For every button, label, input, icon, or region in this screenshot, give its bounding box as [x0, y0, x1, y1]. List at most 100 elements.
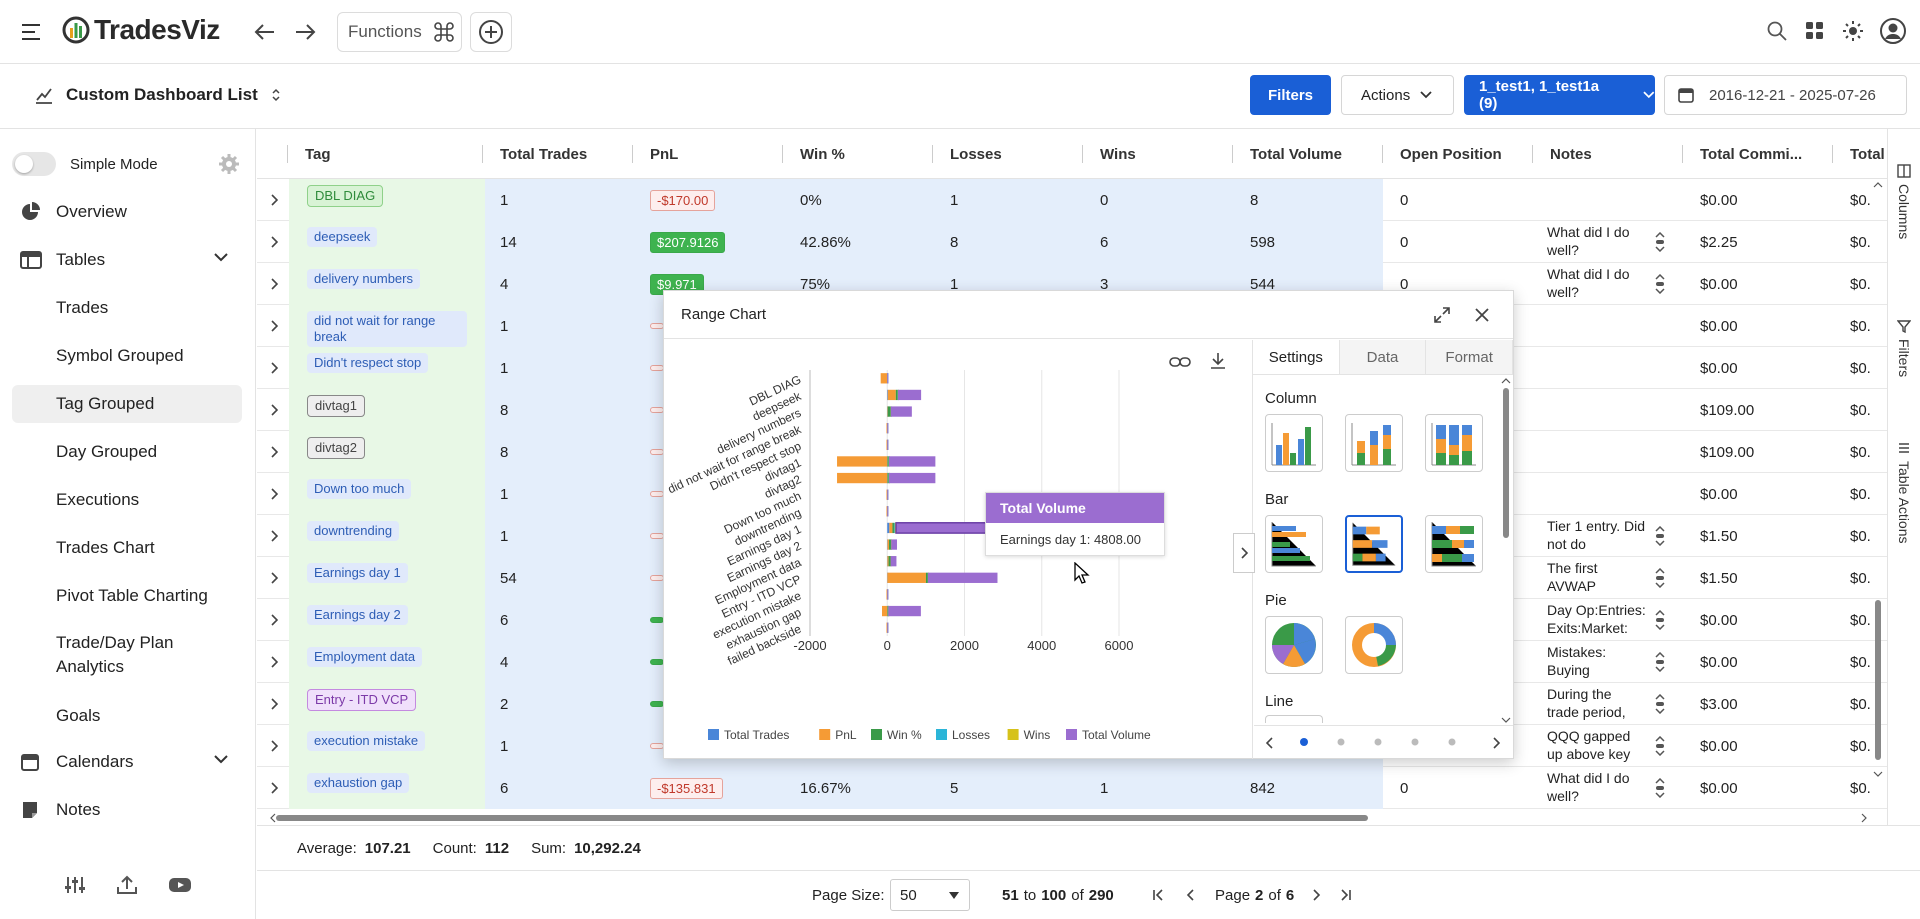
- prev-page-icon[interactable]: [1185, 889, 1197, 901]
- first-page-icon[interactable]: [1152, 889, 1164, 901]
- expand-row-icon[interactable]: [270, 782, 278, 794]
- tab-settings[interactable]: Settings: [1253, 340, 1340, 374]
- chart-type-doughnut[interactable]: [1345, 616, 1403, 674]
- note-stepper-icon[interactable]: [1655, 610, 1665, 630]
- col-notes[interactable]: Notes: [1550, 145, 1592, 163]
- chart-type-normalized-column[interactable]: [1425, 414, 1483, 472]
- toggle-switch[interactable]: [12, 152, 56, 176]
- note-stepper-icon[interactable]: [1655, 694, 1665, 714]
- chart-type-grouped-column[interactable]: [1265, 414, 1323, 472]
- tag-badge[interactable]: execution mistake: [307, 731, 426, 751]
- carousel-dots[interactable]: [1299, 737, 1459, 747]
- table-row[interactable]: DBL DIAG 1 0% 1 0 8 0 $0.00 $0. -$170.00: [257, 179, 1887, 221]
- col-total-volume[interactable]: Total Volume: [1250, 145, 1342, 163]
- note-stepper-icon[interactable]: [1655, 274, 1665, 294]
- nav-pivot-table-charting[interactable]: Pivot Table Charting: [12, 577, 242, 615]
- note-stepper-icon[interactable]: [1655, 652, 1665, 672]
- download-icon[interactable]: [1210, 352, 1226, 370]
- carousel-prev-icon[interactable]: [1266, 737, 1274, 749]
- note-stepper-icon[interactable]: [1655, 736, 1665, 756]
- cell-notes[interactable]: What did I do well?: [1547, 770, 1630, 804]
- tag-badge[interactable]: downtrending: [307, 521, 400, 541]
- cell-notes[interactable]: The first AVWAP: [1547, 560, 1598, 594]
- tag-badge[interactable]: divtag2: [307, 437, 365, 459]
- nav-trades[interactable]: Trades: [12, 289, 242, 327]
- back-arrow-icon[interactable]: [252, 20, 278, 44]
- tag-badge[interactable]: Didn't respect stop: [307, 353, 429, 373]
- tab-table-actions[interactable]: Table Actions: [1896, 441, 1912, 544]
- col-total[interactable]: Total: [1850, 145, 1885, 163]
- tag-badge[interactable]: Down too much: [307, 479, 412, 499]
- tab-filters[interactable]: Filters: [1896, 319, 1912, 377]
- expand-row-icon[interactable]: [270, 614, 278, 626]
- forward-arrow-icon[interactable]: [292, 20, 318, 44]
- next-page-icon[interactable]: [1310, 889, 1322, 901]
- expand-row-icon[interactable]: [270, 572, 278, 584]
- simple-mode-toggle[interactable]: Simple Mode: [12, 152, 158, 176]
- horizontal-scrollbar[interactable]: [270, 813, 1874, 823]
- menu-icon[interactable]: [20, 21, 44, 43]
- sun-icon[interactable]: [1842, 20, 1864, 42]
- add-function-button[interactable]: [470, 12, 512, 52]
- tag-badge[interactable]: divtag1: [307, 395, 365, 417]
- cell-notes[interactable]: Tier 1 entry. Did not do: [1547, 518, 1646, 552]
- sliders-icon[interactable]: [64, 875, 86, 895]
- tag-badge[interactable]: did not wait for range break: [307, 311, 467, 347]
- chart-type-grouped-bar[interactable]: [1265, 515, 1323, 573]
- page-size-select[interactable]: 50: [890, 879, 970, 911]
- col-win-pct[interactable]: Win %: [800, 145, 845, 163]
- expand-row-icon[interactable]: [270, 320, 278, 332]
- logo[interactable]: TradesViz: [62, 14, 220, 46]
- carousel-next-icon[interactable]: [1492, 737, 1500, 749]
- date-range-picker[interactable]: 2016-12-21 - 2025-07-26: [1664, 75, 1907, 115]
- nav-trades-chart[interactable]: Trades Chart: [12, 529, 242, 567]
- tag-badge[interactable]: DBL DIAG: [307, 185, 384, 207]
- expand-row-icon[interactable]: [270, 362, 278, 374]
- tab-data[interactable]: Data: [1339, 340, 1427, 374]
- dialog-titlebar[interactable]: Range Chart: [664, 291, 1513, 339]
- nav-symbol-grouped[interactable]: Symbol Grouped: [12, 337, 242, 375]
- nav-day-grouped[interactable]: Day Grouped: [12, 433, 242, 471]
- col-total-commission[interactable]: Total Commi...: [1700, 145, 1803, 163]
- col-tag[interactable]: Tag: [305, 145, 331, 163]
- expand-row-icon[interactable]: [270, 488, 278, 500]
- nav-overview[interactable]: Overview: [12, 193, 242, 231]
- cell-notes[interactable]: What did I do well?: [1547, 266, 1630, 300]
- cell-notes[interactable]: What did I do well?: [1547, 224, 1630, 258]
- dashboard-selector[interactable]: Custom Dashboard List: [34, 85, 282, 105]
- nav-tag-grouped[interactable]: Tag Grouped: [12, 385, 242, 423]
- col-total-trades[interactable]: Total Trades: [500, 145, 588, 163]
- note-stepper-icon[interactable]: [1655, 526, 1665, 546]
- expand-row-icon[interactable]: [270, 656, 278, 668]
- link-icon[interactable]: [1169, 354, 1191, 370]
- tag-badge[interactable]: Earnings day 2: [307, 605, 408, 625]
- gear-icon[interactable]: [218, 153, 240, 175]
- col-losses[interactable]: Losses: [950, 145, 1002, 163]
- close-icon[interactable]: [1473, 306, 1491, 324]
- col-pnl[interactable]: PnL: [650, 145, 679, 163]
- table-row[interactable]: exhaustion gap 6 16.67% 5 1 842 0 $0.00 $0. -$135…: [257, 767, 1887, 809]
- expand-row-icon[interactable]: [270, 194, 278, 206]
- youtube-icon[interactable]: [168, 875, 192, 895]
- note-stepper-icon[interactable]: [1655, 232, 1665, 252]
- tag-badge[interactable]: deepseek: [307, 227, 378, 247]
- tag-badge[interactable]: exhaustion gap: [307, 773, 410, 793]
- tab-columns[interactable]: Columns: [1896, 164, 1912, 239]
- cell-notes[interactable]: During the trade period,: [1547, 686, 1626, 720]
- last-page-icon[interactable]: [1340, 889, 1352, 901]
- panel-collapse-button[interactable]: [1233, 533, 1255, 573]
- tag-badge[interactable]: delivery numbers: [307, 269, 420, 289]
- expand-row-icon[interactable]: [270, 698, 278, 710]
- nav-notes[interactable]: Notes: [12, 791, 242, 829]
- expand-row-icon[interactable]: [270, 740, 278, 752]
- search-icon[interactable]: [1766, 20, 1788, 42]
- expand-icon[interactable]: [1433, 306, 1451, 324]
- tag-badge[interactable]: Earnings day 1: [307, 563, 408, 583]
- expand-row-icon[interactable]: [270, 236, 278, 248]
- expand-row-icon[interactable]: [270, 404, 278, 416]
- tab-format[interactable]: Format: [1426, 340, 1514, 374]
- chart-type-normalized-bar[interactable]: [1425, 515, 1483, 573]
- tag-badge[interactable]: Entry - ITD VCP: [307, 689, 417, 711]
- account-selector[interactable]: 1_test1, 1_test1a (9): [1464, 75, 1655, 115]
- expand-row-icon[interactable]: [270, 446, 278, 458]
